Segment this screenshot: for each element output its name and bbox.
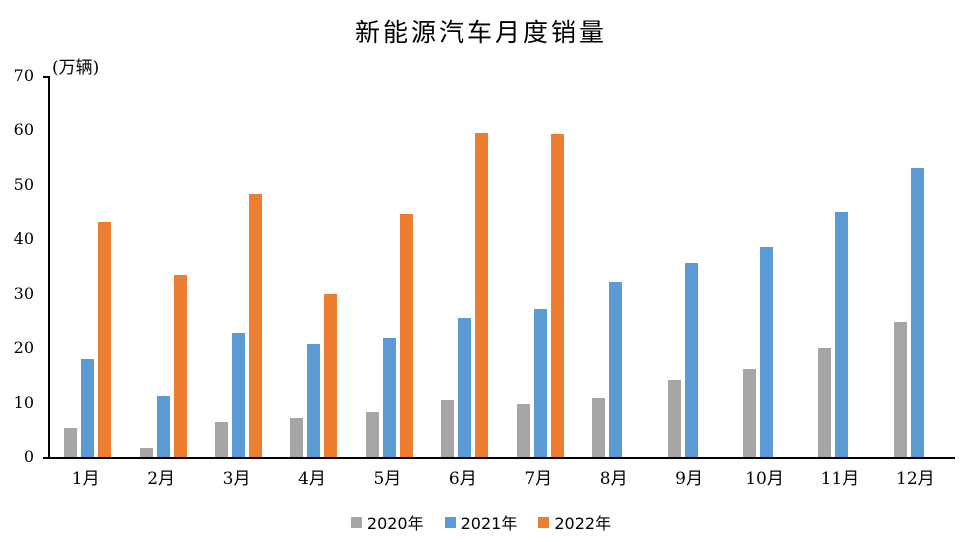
bar-2021-m8: [609, 282, 623, 457]
y-axis-tick-label: 50: [13, 174, 34, 194]
x-axis-label-m4: 4月: [298, 469, 326, 489]
x-axis-label-m10: 10月: [745, 469, 784, 489]
bar-2022-m5: [399, 213, 413, 457]
legend-item-2021: 2021年: [444, 510, 518, 534]
x-axis-label-m3: 3月: [222, 469, 251, 489]
legend-label: 2022年: [554, 514, 612, 533]
y-axis-tick-label: 10: [13, 392, 34, 412]
legend-swatch-icon: [444, 516, 456, 528]
bar-2021-m10: [760, 247, 773, 457]
y-axis-tick-label: 20: [13, 338, 34, 358]
bar-2020-m6: [441, 400, 455, 457]
bar-2022-m1: [98, 222, 112, 457]
chart-title: 新能源汽车月度销量: [354, 18, 607, 47]
bar-group-m4: [276, 76, 351, 457]
bar-2020-m5: [365, 412, 379, 457]
x-axis-label-m8: 8月: [599, 469, 628, 489]
y-axis: 0 10 20 30 40 50 60 70: [0, 68, 40, 465]
bar-group-m7: [503, 76, 578, 457]
bar-2021-m2: [156, 396, 170, 457]
x-axis-label-m2: 2月: [147, 469, 176, 489]
bar-2021-m3: [232, 333, 246, 457]
bar-2021-m1: [81, 359, 95, 457]
y-axis-zero-tick-mark: [43, 457, 50, 459]
bar-2022-m3: [249, 193, 263, 457]
legend-swatch-icon: [538, 516, 550, 528]
bar-group-m10: [729, 76, 804, 457]
bar-2020-m12: [893, 322, 907, 457]
x-axis-label-m12: 12月: [896, 469, 935, 489]
bar-group-m3: [201, 76, 276, 457]
x-axis-label-m9: 9月: [675, 469, 703, 489]
bar-2022-m4: [324, 294, 338, 457]
bar-2020-m10: [743, 369, 756, 457]
bar-group-m12: [880, 76, 955, 457]
bar-2021-m9: [684, 262, 698, 457]
legend-item-2022: 2022年: [538, 510, 611, 534]
y-axis-top-tick-mark: [43, 76, 50, 78]
y-axis-tick-label: 30: [13, 283, 34, 303]
bar-2020-m8: [592, 397, 606, 457]
x-axis: 1月 2月 3月 4月 5月 6月 7月 8月 9月 10月 11月 12月: [48, 464, 953, 489]
bar-group-m11: [804, 76, 879, 457]
x-axis-label-m5: 5月: [373, 469, 402, 489]
bar-group-m6: [427, 76, 502, 457]
y-axis-tick-label: 0: [23, 447, 34, 466]
legend-label: 2020年: [366, 514, 424, 533]
legend-item-2020: 2020年: [350, 510, 424, 534]
bar-2020-m2: [139, 448, 153, 457]
bar-2020-m9: [667, 379, 681, 457]
bar-2021-m5: [382, 338, 396, 457]
bar-2020-m1: [64, 427, 78, 457]
bar-2021-m7: [533, 308, 547, 457]
bar-2020-m7: [516, 403, 530, 457]
bar-group-m5: [352, 76, 427, 457]
legend-swatch-icon: [350, 516, 362, 528]
bar-group-m8: [578, 76, 653, 457]
y-axis-tick-label: 70: [13, 66, 34, 85]
bar-2021-m11: [835, 211, 849, 457]
x-axis-label-m6: 6月: [448, 469, 477, 489]
bar-2021-m12: [910, 167, 924, 457]
legend-label: 2021年: [460, 514, 518, 533]
bar-2020-m3: [215, 421, 229, 457]
bar-2022-m6: [475, 132, 489, 457]
y-axis-tick-label: 40: [13, 229, 34, 249]
bar-group-m1: [50, 76, 125, 457]
bar-2022-m2: [173, 275, 187, 457]
x-axis-label-m7: 7月: [524, 469, 553, 489]
bar-group-m9: [653, 76, 728, 457]
bar-2020-m4: [290, 417, 304, 457]
x-axis-label-m11: 11月: [820, 469, 860, 489]
y-axis-tick-label: 60: [13, 120, 34, 140]
bar-2021-m6: [458, 317, 472, 457]
y-axis-unit-label: (万辆): [52, 58, 100, 78]
bar-2020-m11: [818, 348, 832, 457]
bar-2021-m4: [307, 344, 321, 457]
plot-area: [43, 76, 955, 459]
bar-2022-m7: [550, 134, 564, 457]
x-axis-label-m1: 1月: [71, 469, 100, 489]
legend: 2020年 2021年 2022年: [0, 510, 962, 534]
bar-group-m2: [125, 76, 200, 457]
